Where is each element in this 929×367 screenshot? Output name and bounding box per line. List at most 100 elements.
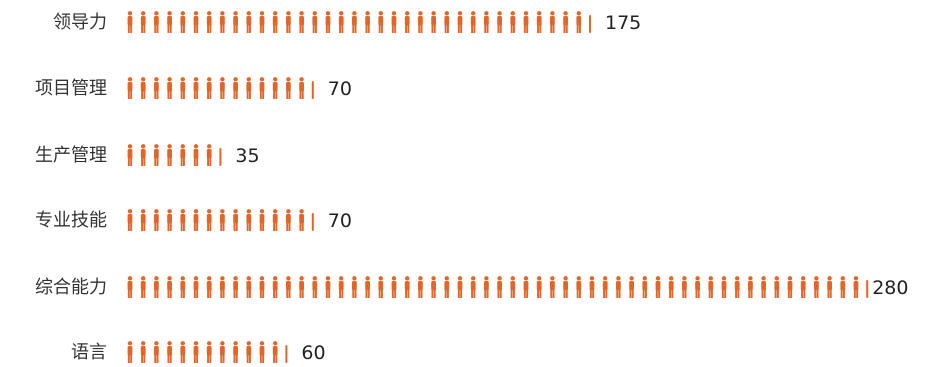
- person-icon: [246, 11, 252, 33]
- person-icon: [840, 276, 846, 298]
- person-icon: [193, 276, 199, 298]
- person-icon: [233, 341, 238, 363]
- person-icon: [259, 77, 265, 99]
- person-icon: [220, 276, 225, 298]
- person-icon: [259, 11, 265, 33]
- person-icon: [193, 209, 199, 231]
- person-icon: [193, 144, 199, 166]
- person-icon: [140, 11, 146, 33]
- value-label: 280: [872, 277, 908, 299]
- person-icon: [140, 144, 146, 166]
- category-label: 专业技能: [35, 210, 107, 231]
- person-icon: [365, 276, 370, 298]
- category-label: 综合能力: [35, 277, 107, 298]
- person-icon-partial: [589, 15, 591, 33]
- person-icon: [444, 276, 450, 298]
- person-icon: [325, 11, 331, 33]
- person-icon: [140, 77, 146, 99]
- person-icon: [378, 276, 384, 298]
- person-icon: [668, 276, 674, 298]
- person-icon: [127, 77, 133, 99]
- person-icon: [391, 11, 397, 33]
- person-icon: [127, 11, 133, 33]
- person-icon: [233, 11, 238, 33]
- value-label: 60: [301, 342, 325, 364]
- person-icon: [312, 11, 318, 33]
- person-icon: [127, 341, 133, 363]
- category-label: 项目管理: [35, 78, 107, 99]
- chart-row: 综合能力 280: [35, 276, 908, 299]
- person-icon: [206, 341, 212, 363]
- person-icon: [774, 276, 780, 298]
- value-label: 35: [235, 145, 259, 167]
- person-icon: [246, 276, 252, 298]
- value-label: 70: [328, 78, 352, 100]
- person-icon: [853, 276, 859, 298]
- person-icon: [457, 11, 463, 33]
- person-icon: [259, 209, 265, 231]
- person-icon: [193, 11, 199, 33]
- person-icon: [220, 77, 225, 99]
- person-icon: [272, 11, 278, 33]
- person-icon: [721, 276, 727, 298]
- person-icon: [708, 276, 714, 298]
- chart-row: 领导力 175: [53, 11, 641, 34]
- person-icon: [233, 77, 238, 99]
- person-icon: [404, 276, 410, 298]
- chart-row: 专业技能 70: [35, 209, 352, 232]
- person-icon: [484, 276, 489, 298]
- person-icon: [510, 276, 516, 298]
- person-icon: [576, 11, 582, 33]
- person-icon: [167, 209, 172, 231]
- person-icon: [761, 276, 766, 298]
- person-icon: [167, 11, 172, 33]
- chart-row: 生产管理 35: [35, 144, 260, 167]
- person-icon: [589, 276, 595, 298]
- person-icon: [259, 341, 265, 363]
- category-label: 语言: [71, 342, 107, 363]
- person-icon: [167, 341, 172, 363]
- person-icon: [127, 276, 133, 298]
- person-icon: [563, 276, 568, 298]
- person-icon: [180, 341, 186, 363]
- person-icon: [800, 276, 806, 298]
- person-icon: [378, 11, 384, 33]
- person-icon: [167, 144, 172, 166]
- person-icon: [140, 209, 146, 231]
- person-icon: [655, 276, 661, 298]
- person-icon: [220, 11, 225, 33]
- value-label: 70: [328, 210, 352, 232]
- person-icon: [312, 276, 318, 298]
- person-icon: [536, 11, 542, 33]
- category-label: 生产管理: [35, 145, 107, 166]
- person-icon: [154, 77, 159, 99]
- person-icon: [180, 77, 186, 99]
- person-icon: [536, 276, 542, 298]
- person-icon: [299, 276, 304, 298]
- person-icon: [154, 144, 159, 166]
- person-icon: [338, 11, 344, 33]
- person-icon-partial: [311, 213, 314, 231]
- person-icon: [286, 11, 291, 33]
- person-icon: [299, 209, 304, 231]
- person-icon: [391, 276, 397, 298]
- person-icon: [127, 144, 133, 166]
- person-icon: [642, 276, 648, 298]
- person-icon: [523, 11, 529, 33]
- person-icon: [629, 276, 634, 298]
- person-icon: [470, 276, 476, 298]
- person-icon: [510, 11, 516, 33]
- person-icon-partial: [866, 280, 869, 298]
- person-icon: [431, 11, 436, 33]
- person-icon: [180, 144, 186, 166]
- person-icon-partial: [311, 81, 314, 99]
- person-icon: [206, 144, 212, 166]
- person-icon: [550, 276, 555, 298]
- person-icon: [352, 11, 357, 33]
- person-icon: [180, 276, 186, 298]
- person-icon: [206, 209, 212, 231]
- person-icon: [259, 276, 265, 298]
- person-icon: [404, 11, 410, 33]
- person-icon: [497, 276, 502, 298]
